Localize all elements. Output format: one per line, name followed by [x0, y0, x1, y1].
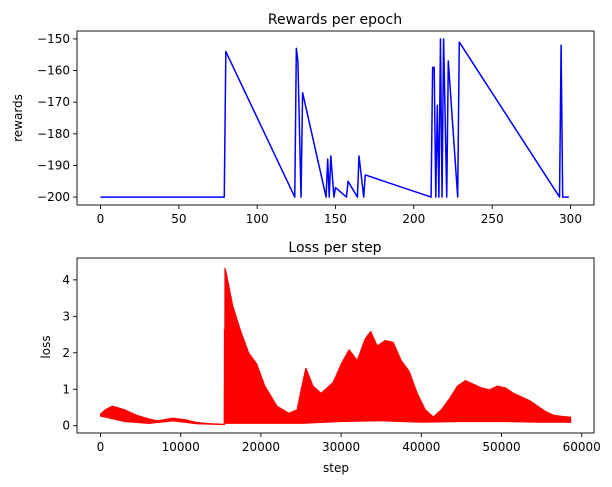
rewards-x-tick-label: 150	[324, 212, 347, 226]
loss-y-tick-label: 4	[62, 273, 70, 287]
loss-x-tick-label: 40000	[402, 440, 440, 454]
rewards-series-line	[100, 38, 569, 198]
loss-x-tick-label: 60000	[563, 440, 601, 454]
rewards-y-tick-label: −180	[37, 127, 70, 141]
rewards-x-tick-label: 0	[97, 212, 105, 226]
loss-x-tick-label: 30000	[322, 440, 360, 454]
loss-x-tick-label: 20000	[242, 440, 280, 454]
loss-x-tick-label: 10000	[162, 440, 200, 454]
loss-y-axis-label: loss	[39, 335, 53, 358]
rewards-chart-title: Rewards per epoch	[268, 12, 402, 28]
rewards-chart: Rewards per epoch rewards 0 50 100 150 200 25…	[11, 12, 595, 226]
rewards-y-tick-label: −150	[37, 32, 70, 46]
rewards-y-tick-label: −170	[37, 95, 70, 109]
rewards-x-tick-label: 300	[559, 212, 582, 226]
loss-plot-area: 0 10000 20000 30000 40000 50000 60000 0 1 2 3 4	[62, 267, 601, 454]
rewards-y-tick-label: −160	[37, 64, 70, 78]
rewards-x-tick-label: 50	[171, 212, 186, 226]
rewards-y-tick-label: −200	[37, 190, 70, 204]
rewards-x-tick-label: 100	[246, 212, 269, 226]
loss-series-line	[99, 267, 572, 426]
loss-y-tick-label: 2	[62, 346, 70, 360]
rewards-axes-frame	[76, 30, 595, 206]
loss-y-tick-label: 3	[62, 309, 70, 323]
rewards-x-tick-label: 250	[481, 212, 504, 226]
rewards-y-axis-label: rewards	[11, 94, 25, 142]
loss-y-tick-label: 1	[62, 382, 70, 396]
rewards-plot-area: 0 50 100 150 200 250 300 −150 −160 −170 −180 −190 −2…	[37, 32, 582, 226]
loss-chart-title: Loss per step	[288, 240, 381, 256]
loss-y-tick-label: 0	[62, 419, 70, 433]
loss-x-axis-label: step	[323, 461, 349, 475]
loss-x-tick-label: 0	[97, 440, 105, 454]
rewards-x-tick-label: 200	[402, 212, 425, 226]
loss-x-tick-label: 50000	[482, 440, 520, 454]
loss-chart: Loss per step loss step 0 10000 20000 30000…	[39, 240, 601, 475]
loss-axes-frame	[76, 257, 595, 434]
rewards-y-tick-label: −190	[37, 158, 70, 172]
